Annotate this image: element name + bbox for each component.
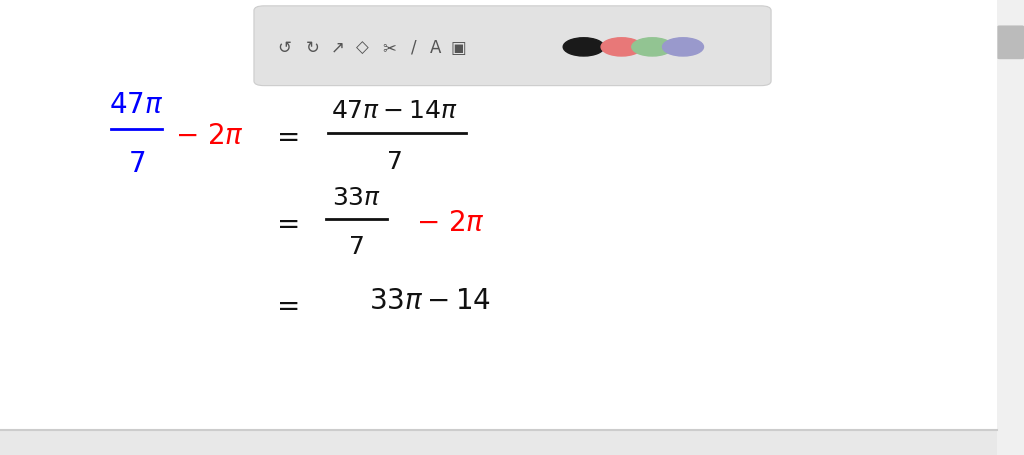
- Text: $47\pi$: $47\pi$: [109, 91, 164, 118]
- Text: $7$: $7$: [386, 149, 402, 173]
- Text: ✂: ✂: [382, 39, 396, 57]
- Text: $-\ 2\pi$: $-\ 2\pi$: [175, 121, 245, 150]
- Circle shape: [663, 39, 703, 57]
- Text: $=$: $=$: [270, 290, 299, 318]
- FancyBboxPatch shape: [997, 26, 1024, 60]
- Text: ◇: ◇: [356, 39, 369, 57]
- Text: $=$: $=$: [270, 121, 299, 150]
- Text: ▣: ▣: [451, 39, 467, 57]
- Circle shape: [563, 39, 604, 57]
- Text: /: /: [411, 39, 417, 57]
- Text: $7$: $7$: [128, 150, 144, 178]
- Text: $47\pi - 14\pi$: $47\pi - 14\pi$: [331, 99, 458, 123]
- Circle shape: [632, 39, 673, 57]
- Text: $=$: $=$: [270, 208, 299, 236]
- FancyBboxPatch shape: [997, 0, 1024, 455]
- Text: ↺: ↺: [278, 39, 292, 57]
- Text: $33\pi - 14$: $33\pi - 14$: [369, 286, 490, 314]
- Text: $33\pi$: $33\pi$: [332, 185, 381, 209]
- Text: $-\ 2\pi$: $-\ 2\pi$: [416, 208, 485, 236]
- Text: $7$: $7$: [348, 234, 365, 258]
- Circle shape: [601, 39, 642, 57]
- Text: ↻: ↻: [305, 39, 319, 57]
- Text: A: A: [429, 39, 441, 57]
- Text: ↗: ↗: [331, 39, 345, 57]
- FancyBboxPatch shape: [254, 7, 771, 86]
- FancyBboxPatch shape: [0, 430, 997, 455]
